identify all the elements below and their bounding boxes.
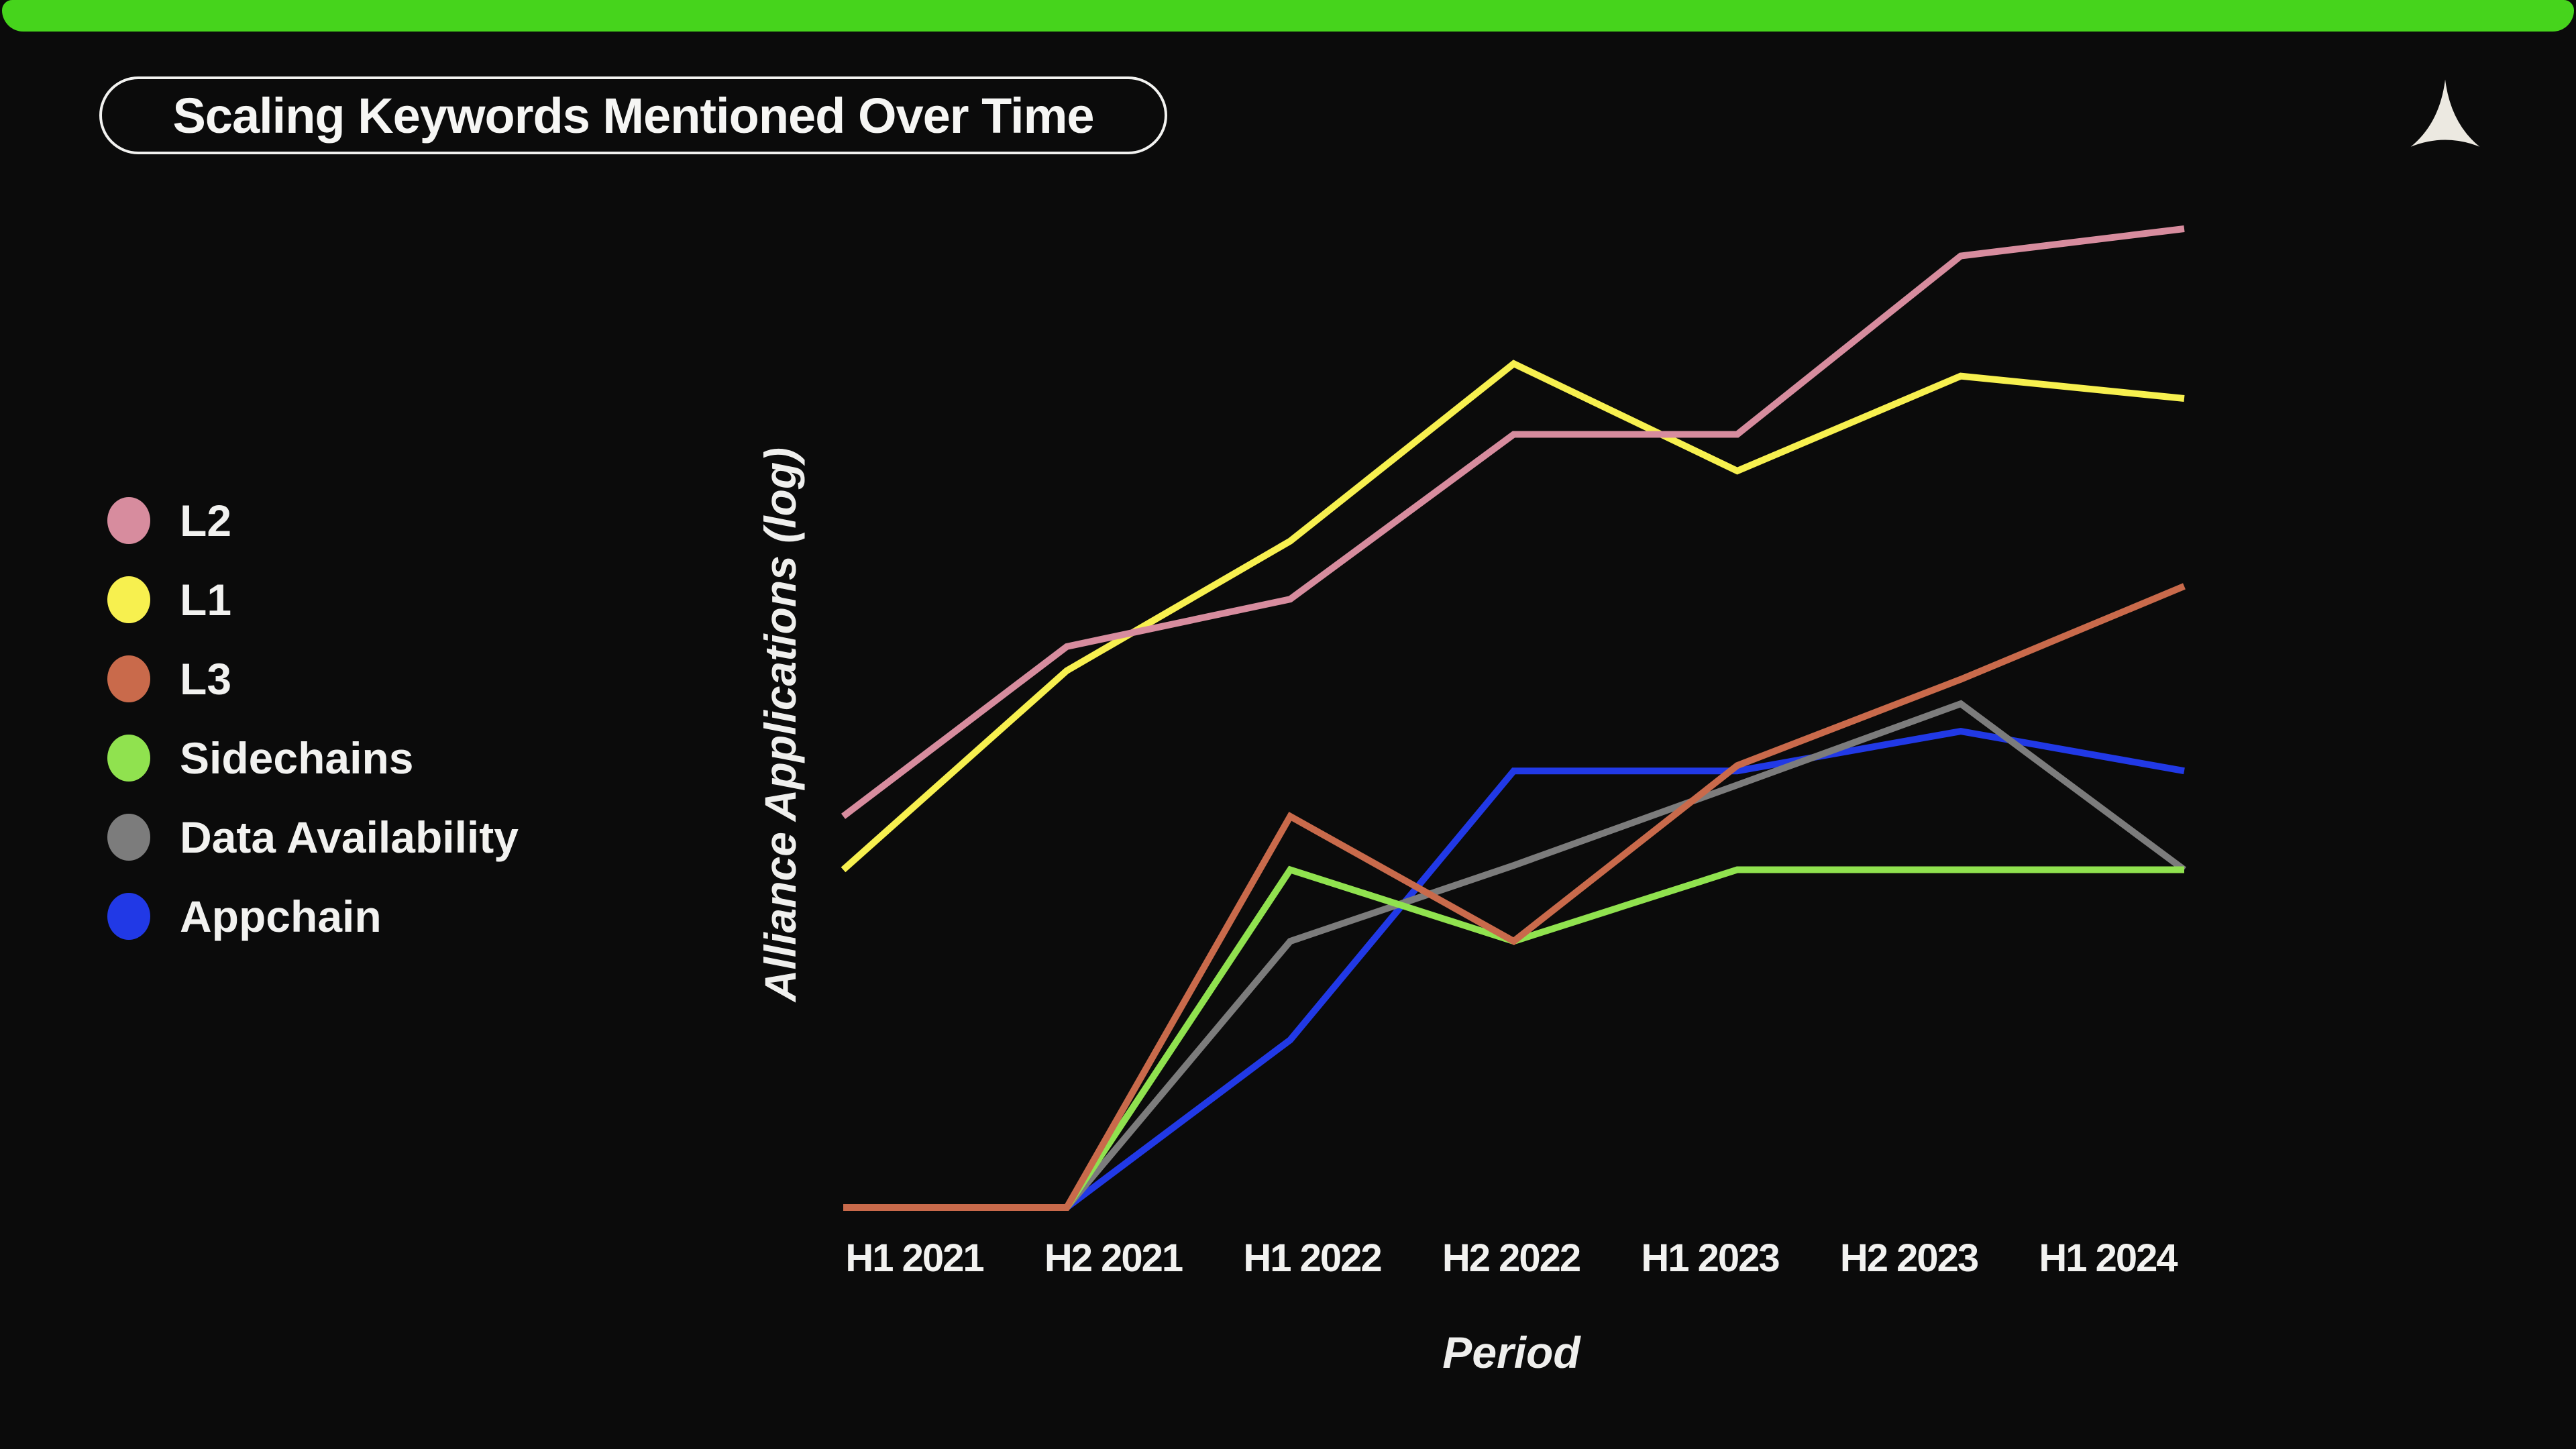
chart-line-data-availability	[843, 700, 2186, 1211]
x-tick-h1-2021: H1 2021	[845, 1236, 984, 1280]
legend-label: Appchain	[180, 892, 382, 941]
legend-item-l1: L1	[107, 575, 519, 625]
x-tick-h2-2023: H2 2023	[1839, 1236, 1979, 1280]
legend-label: L2	[180, 496, 232, 545]
brand-triangle-logo-icon	[2410, 79, 2480, 147]
chart-line-appchain	[843, 728, 2185, 1211]
x-tick-h1-2024: H1 2024	[2039, 1236, 2178, 1280]
x-tick-h2-2021: H2 2021	[1044, 1236, 1183, 1280]
legend-label: Sidechains	[180, 733, 414, 783]
top-accent-bar	[2, 0, 2574, 32]
legend-item-l3: L3	[107, 654, 519, 704]
chart-line-l3	[843, 583, 2186, 1211]
legend-dot-l3	[107, 655, 150, 702]
legend-item-appchain: Appchain	[107, 892, 519, 941]
legend-dot-sidechains	[107, 735, 150, 782]
chart-line-sidechains	[843, 865, 2184, 1211]
legend-label: L3	[180, 654, 232, 704]
chart-line-l2	[841, 225, 2185, 819]
legend-label: L1	[180, 575, 232, 625]
legend-dot-l1	[107, 576, 150, 623]
legend-item-sidechains: Sidechains	[107, 733, 519, 783]
legend-dot-appchain	[107, 893, 150, 940]
chart-title-pill: Scaling Keywords Mentioned Over Time	[99, 76, 1167, 154]
legend-dot-l2	[107, 497, 150, 544]
x-axis-label: Period	[1442, 1328, 1580, 1377]
triangle-logo-path	[2410, 79, 2480, 147]
legend-item-l2: L2	[107, 496, 519, 545]
legend: L2 L1 L3 Sidechains Data Availability Appchai…	[107, 496, 519, 971]
x-tick-h1-2022: H1 2022	[1243, 1236, 1382, 1280]
chart-title: Scaling Keywords Mentioned Over Time	[172, 87, 1094, 144]
x-tick-h2-2022: H2 2022	[1442, 1236, 1581, 1280]
legend-item-data-availability: Data Availability	[107, 812, 519, 862]
chart-line-l1	[841, 360, 2185, 873]
x-tick-h1-2023: H1 2023	[1641, 1236, 1780, 1280]
legend-dot-data-availability	[107, 814, 150, 861]
legend-label: Data Availability	[180, 812, 519, 862]
